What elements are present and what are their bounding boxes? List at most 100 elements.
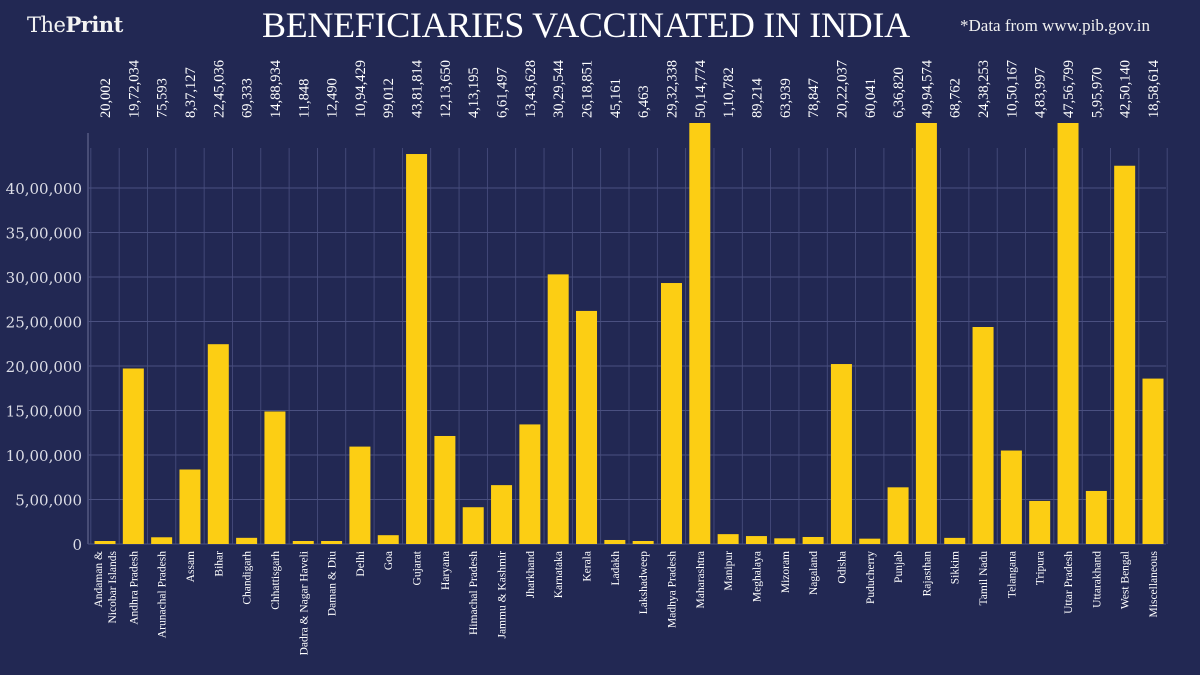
y-tick-label: 10,00,000 (6, 447, 82, 465)
bar (1029, 500, 1051, 544)
value-label: 63,939 (778, 78, 794, 118)
bar (745, 536, 767, 544)
value-label: 5,95,970 (1089, 67, 1105, 118)
category-label: Uttarakhand (1091, 551, 1103, 608)
value-label: 30,29,544 (551, 59, 567, 118)
category-label: Andaman & (93, 551, 105, 608)
category-label: Lakshadweep (638, 551, 650, 614)
bar (94, 541, 116, 544)
bar (887, 487, 909, 544)
chart-title: BENEFICIARIES VACCINATED IN INDIA (262, 5, 910, 45)
value-label: 1,10,782 (721, 67, 737, 118)
y-tick-label: 15,00,000 (6, 403, 82, 421)
category-label: Manipur (723, 551, 735, 591)
category-label: Punjab (893, 551, 905, 583)
value-label: 29,32,338 (664, 60, 680, 118)
bar (321, 541, 343, 544)
bar (406, 154, 428, 544)
value-label: 22,45,036 (211, 60, 227, 118)
value-label: 20,002 (98, 78, 114, 118)
category-label: Haryana (440, 551, 452, 590)
value-label: 89,214 (749, 77, 765, 118)
bar (802, 536, 824, 544)
bar (292, 541, 314, 544)
bar (915, 123, 937, 544)
category-label: Bihar (213, 551, 225, 577)
source-note: *Data from www.pib.gov.in (960, 16, 1150, 35)
value-label: 18,58,614 (1146, 59, 1162, 118)
bar (491, 485, 513, 544)
bar (1057, 123, 1079, 544)
value-label: 12,13,650 (438, 60, 454, 118)
bar (462, 507, 484, 544)
value-label: 60,041 (863, 78, 879, 118)
bar (349, 446, 371, 544)
logo-bold-text: Print (65, 12, 123, 37)
category-label: Nicobar Islands (107, 550, 119, 623)
value-label: 69,333 (240, 78, 256, 118)
value-label: 11,848 (296, 79, 312, 118)
category-label: Ladakh (610, 551, 622, 586)
y-tick-label: 0 (72, 536, 82, 554)
value-label: 8,37,127 (183, 67, 199, 118)
theprint-logo: ThePrint (27, 12, 123, 37)
value-labels: 20,002 19,72,034 75,593 8,37,127 22,45,036 69… (98, 59, 1162, 118)
value-label: 42,50,140 (1118, 60, 1134, 118)
y-tick-label: 25,00,000 (6, 314, 82, 332)
bar (1114, 165, 1136, 544)
value-label: 99,012 (381, 78, 397, 118)
y-tick-label: 20,00,000 (6, 358, 82, 376)
category-label: Madhya Pradesh (666, 551, 678, 628)
bar (689, 123, 711, 544)
bar (547, 274, 569, 544)
category-label: Tamil Nadu (978, 551, 990, 606)
category-label: Odisha (836, 551, 848, 584)
category-label: Daman & Diu (327, 551, 339, 616)
logo-light-text: The (27, 13, 66, 37)
category-label: Chhattisgarh (270, 551, 282, 610)
y-tick-label: 40,00,000 (6, 180, 82, 198)
category-label: Puducherry (865, 551, 877, 604)
bar (859, 538, 881, 544)
category-label: Andhra Pradesh (128, 551, 140, 625)
bar (830, 364, 852, 544)
bar (377, 535, 399, 544)
value-label: 19,72,034 (126, 59, 142, 118)
bar (236, 537, 258, 544)
category-label: Tripura (1035, 551, 1047, 585)
bar (207, 344, 229, 544)
bar (179, 469, 201, 544)
category-label: Miscellaneous (1148, 550, 1160, 617)
category-label: Uttar Pradesh (1063, 551, 1075, 614)
category-label: Arunachal Pradesh (157, 551, 169, 638)
value-label: 13,43,628 (523, 60, 539, 118)
value-label: 78,847 (806, 78, 822, 118)
value-label: 14,88,934 (268, 59, 284, 118)
bar (717, 534, 739, 544)
category-label: Sikkim (950, 551, 962, 584)
value-label: 47,56,799 (1061, 60, 1077, 118)
bar (972, 326, 994, 544)
value-label: 24,38,253 (976, 60, 992, 118)
category-label: Maharashtra (695, 551, 707, 608)
bar (122, 368, 144, 544)
category-label: Meghalaya (751, 551, 763, 602)
value-label: 10,50,167 (1004, 60, 1020, 118)
category-label: Nagaland (808, 551, 820, 595)
bar (604, 539, 626, 544)
category-label: Karnataka (553, 551, 565, 598)
category-label: Telangana (1006, 551, 1018, 598)
value-label: 26,18,851 (580, 60, 596, 118)
value-label: 49,94,574 (919, 59, 935, 118)
value-label: 68,762 (948, 78, 964, 118)
value-label: 12,490 (325, 78, 341, 118)
category-label: Assam (185, 551, 197, 582)
y-tick-label: 30,00,000 (6, 269, 82, 287)
category-label: Dadra & Nagar Haveli (298, 551, 310, 655)
bar (264, 411, 286, 544)
bar (434, 435, 456, 544)
category-label: Mizoram (780, 551, 792, 593)
bars (94, 123, 1164, 544)
bar (1000, 450, 1022, 544)
